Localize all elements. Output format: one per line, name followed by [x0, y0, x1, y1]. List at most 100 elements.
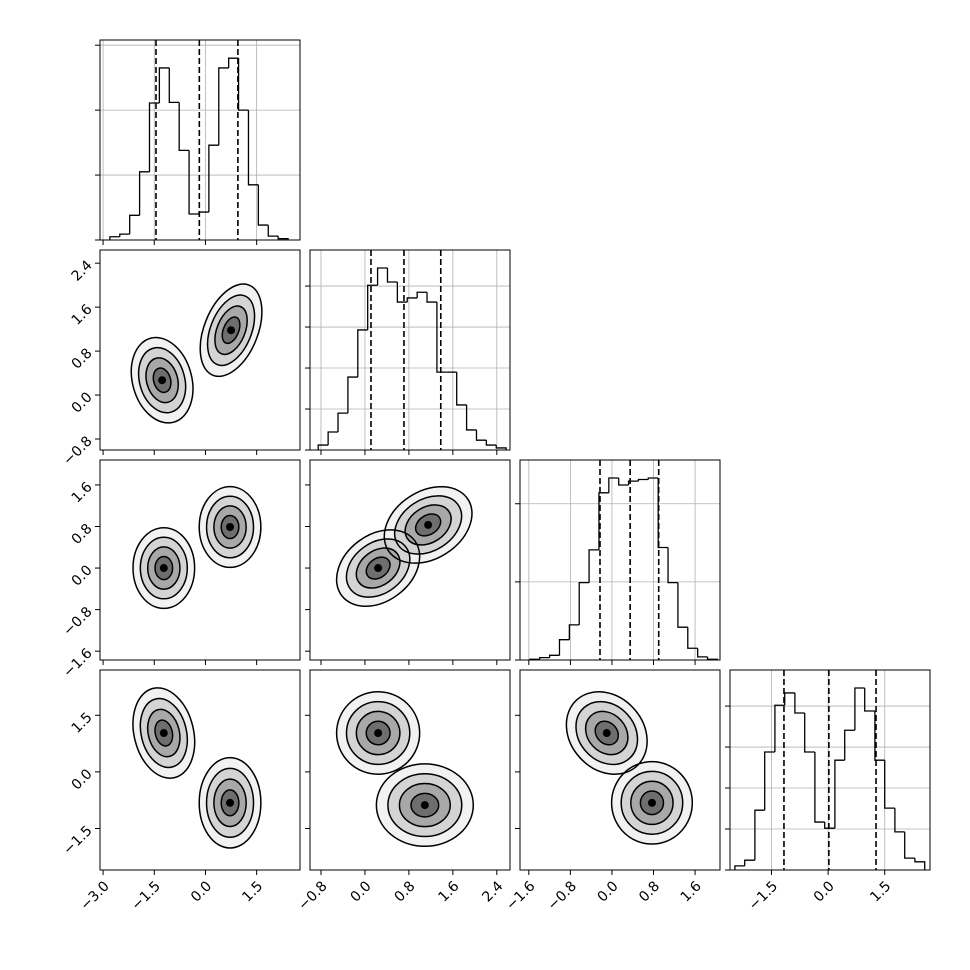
y-tick-label: 0.8 [69, 521, 96, 548]
x-tick-label: 1.5 [239, 878, 266, 905]
contour-line [335, 691, 421, 775]
x-tick-label: −0.8 [545, 878, 580, 913]
x-tick-label: −3.0 [77, 878, 112, 913]
panel-frame [729, 669, 931, 871]
hist-bin [416, 291, 428, 298]
panel-content [132, 485, 262, 610]
hist-bin [794, 692, 805, 714]
hist-bin [754, 809, 765, 861]
contour-line [205, 495, 255, 559]
contour-line [630, 780, 674, 826]
contour-line [198, 485, 262, 569]
blob-center [602, 729, 611, 738]
blob-center [374, 729, 383, 738]
contour-line [404, 504, 452, 546]
y-tick-label: 0.0 [69, 562, 96, 589]
contour-line [154, 719, 174, 747]
contour-line [213, 505, 247, 549]
contour-line [137, 346, 187, 414]
hist-bin [588, 549, 599, 583]
hist-bin [485, 440, 497, 446]
contour-line [610, 760, 694, 845]
contour-line [132, 526, 196, 610]
x-tick-label: 0.0 [188, 878, 215, 905]
contour-line [198, 756, 262, 849]
hist-bin [914, 858, 926, 870]
hist-bin [178, 102, 190, 152]
hist-bin [247, 110, 259, 186]
x-tick-label: 0.8 [636, 878, 663, 905]
contour-line [345, 700, 411, 766]
panel-frame [519, 669, 721, 871]
hist-bin [814, 751, 825, 823]
contour-line [584, 710, 629, 756]
panel-frame [99, 669, 301, 871]
hist-bin [218, 67, 229, 146]
panel-frame [309, 669, 511, 871]
hist-bin [834, 759, 845, 829]
contour-line [393, 495, 463, 555]
hist-bin [774, 704, 785, 752]
contour-line [146, 708, 181, 758]
hist-bin [376, 267, 388, 286]
contour-line [213, 778, 247, 828]
blob-center [647, 798, 656, 807]
contour-line [383, 486, 473, 564]
hist-bin [637, 478, 649, 482]
hist-bin [357, 329, 368, 378]
x-tick-label: 1.6 [435, 878, 462, 905]
contour-line [139, 536, 189, 600]
y-tick-label: 0.8 [69, 345, 96, 372]
y-tick-label: −1.6 [60, 645, 95, 680]
y-tick-label: −0.8 [60, 604, 95, 639]
y-tick-label: −0.8 [60, 433, 95, 468]
panel-content [130, 283, 263, 424]
hist-bin [824, 822, 835, 829]
contour-line [152, 367, 172, 394]
hist-bin [426, 292, 437, 303]
hist-bin [475, 429, 487, 441]
y-tick-label: −1.5 [60, 823, 95, 858]
hist-bin [744, 859, 755, 866]
panel-content [132, 687, 262, 849]
hist-bin [627, 480, 639, 485]
panel-frame [99, 249, 301, 451]
blob-center [424, 520, 433, 529]
contour-line [130, 336, 194, 424]
contour-line [594, 720, 620, 746]
hist-bin [578, 582, 590, 625]
hist-bin [598, 492, 609, 550]
hist-bin [894, 808, 905, 833]
contour-line [205, 767, 255, 838]
hist-bin [904, 831, 915, 859]
blob-center [420, 801, 429, 810]
hist-bin [277, 236, 289, 240]
contour-line [387, 772, 463, 838]
blob-center [226, 523, 235, 532]
panel-frame [309, 459, 511, 661]
hist-bin [327, 431, 339, 446]
y-tick-label: 2.4 [69, 257, 96, 284]
contour-line [639, 790, 665, 816]
contour-line [565, 691, 648, 775]
hist-bin [257, 184, 269, 226]
blob-center [159, 729, 168, 738]
x-tick-label: −0.8 [295, 878, 330, 913]
blob-center [159, 564, 168, 573]
panel-content [335, 486, 473, 607]
panel-content [565, 691, 694, 845]
x-tick-label: 0.0 [348, 878, 375, 905]
hist-bin [109, 236, 120, 240]
contour-line [620, 770, 684, 835]
contour-line [355, 710, 401, 756]
hist-bin [734, 865, 745, 870]
y-tick-label: 1.5 [69, 710, 96, 737]
contour-line [214, 305, 248, 356]
hist-bin [208, 144, 219, 213]
panel-frame [519, 459, 721, 661]
x-tick-label: 1.5 [867, 878, 894, 905]
panel-frame [309, 249, 511, 451]
y-tick-label: 1.6 [69, 301, 96, 328]
hist-bin [854, 687, 865, 731]
hist-bin [119, 233, 130, 237]
